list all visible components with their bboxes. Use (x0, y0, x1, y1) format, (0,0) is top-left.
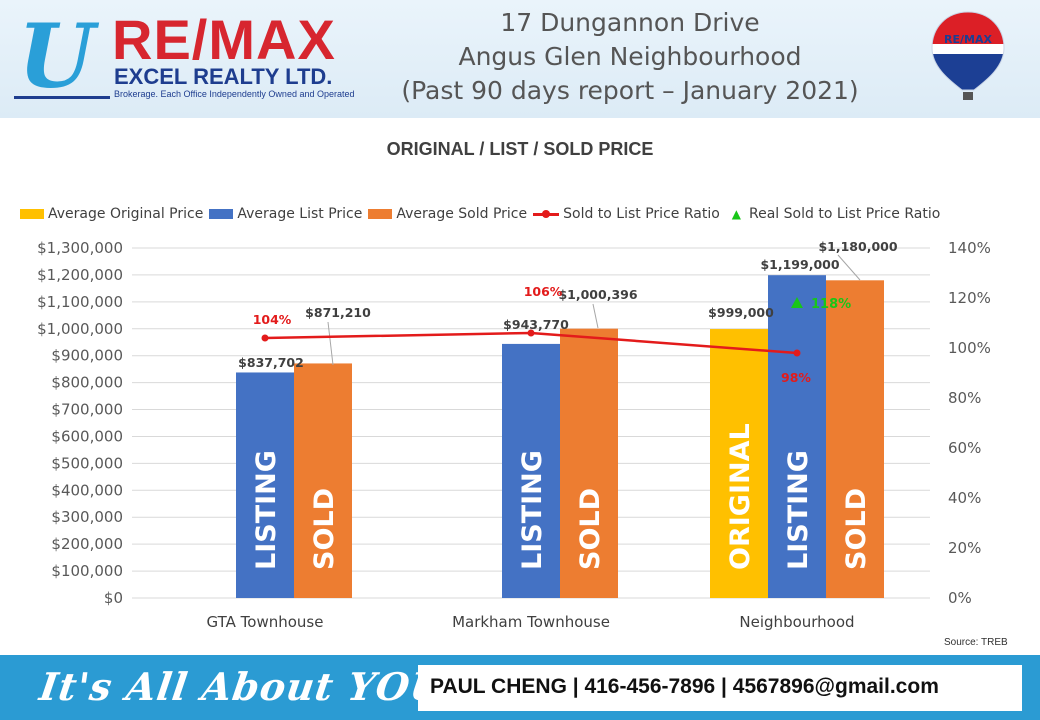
bar-list (768, 275, 826, 598)
legend-list-swatch (209, 209, 234, 219)
y-tick-label: $100,000 (51, 562, 123, 580)
bar-sold (826, 280, 884, 598)
logo-tagline: Brokerage. Each Office Independently Own… (114, 89, 355, 99)
legend-ratio: Sold to List Price Ratio (533, 206, 720, 222)
y-tick-label: $600,000 (51, 427, 123, 445)
data-label-list: $943,770 (503, 317, 569, 332)
leader-line (837, 254, 861, 281)
title-neighbourhood: Angus Glen Neighbourhood (458, 42, 802, 71)
data-label-list: $837,702 (238, 355, 304, 370)
y-tick-label: $300,000 (51, 508, 123, 526)
bar-text-sold: SOLD (575, 488, 606, 570)
y-tick-label: $500,000 (51, 454, 123, 472)
real-ratio-marker (791, 297, 803, 308)
bar-text-sold: SOLD (841, 488, 872, 570)
legend-real-ratio-label: Real Sold to List Price Ratio (749, 206, 941, 222)
y2-tick-label: 140% (948, 239, 991, 257)
logo-u-mark: U (18, 4, 95, 108)
legend-list: Average List Price (209, 206, 362, 222)
data-label-sold: $871,210 (305, 305, 371, 320)
bar-sold (560, 328, 618, 598)
legend-ratio-label: Sold to List Price Ratio (563, 206, 720, 222)
x-tick-label: Markham Townhouse (452, 613, 610, 631)
y2-tick-label: 20% (948, 539, 981, 557)
bar-text-sold: SOLD (309, 488, 340, 570)
y2-tick-label: 80% (948, 389, 981, 407)
y-tick-label: $900,000 (51, 347, 123, 365)
y-tick-label: $200,000 (51, 535, 123, 553)
bar-list (236, 372, 294, 598)
remax-excel-logo: U RE/MAX EXCEL REALTY LTD. Brokerage. Ea… (14, 10, 374, 110)
footer-banner: It's All About YOU PAUL CHENG | 416-456-… (0, 655, 1040, 720)
legend-original-label: Average Original Price (48, 206, 204, 222)
ratio-label: 98% (781, 370, 811, 385)
legend-sold-swatch (368, 209, 393, 219)
chart-title: ORIGINAL / LIST / SOLD PRICE (386, 139, 654, 159)
source-note: Source: TREB (944, 637, 1008, 648)
y-tick-label: $700,000 (51, 401, 123, 419)
y-tick-label: $1,100,000 (37, 293, 123, 311)
y2-tick-label: 0% (948, 589, 972, 607)
remax-balloon-icon: RE/MAX (931, 11, 1005, 100)
footer-tagline: It's All About YOU (36, 664, 448, 709)
title-period: (Past 90 days report – January 2021) (401, 76, 859, 105)
bar-list (502, 343, 560, 598)
ratio-point (261, 334, 269, 342)
y-tick-label: $1,300,000 (37, 239, 123, 257)
y-tick-label: $1,000,000 (37, 320, 123, 338)
contact-info: PAUL CHENG | 416-456-7896 | 4567896@gmai… (430, 675, 939, 698)
ratio-label: 106% (524, 284, 563, 299)
x-tick-label: GTA Townhouse (207, 613, 324, 631)
y-tick-label: $800,000 (51, 374, 123, 392)
y-tick-label: $400,000 (51, 481, 123, 499)
bar-text-list: LISTING (783, 450, 814, 570)
legend-ratio-line (533, 209, 560, 219)
x-tick-label: Neighbourhood (739, 613, 854, 631)
legend-sold-label: Average Sold Price (396, 206, 528, 222)
y2-tick-label: 60% (948, 439, 981, 457)
bar-text-list: LISTING (251, 450, 282, 570)
data-label-sold: $1,000,396 (558, 287, 637, 302)
y-tick-label: $0 (104, 589, 123, 607)
bar-text-original: ORIGINAL (725, 423, 756, 570)
data-label-sold: $1,180,000 (818, 239, 897, 254)
y2-tick-label: 120% (948, 289, 991, 307)
leader-line (592, 303, 599, 329)
title-address: 17 Dungannon Drive (500, 8, 760, 37)
legend-sold: Average Sold Price (368, 206, 527, 222)
balloon-text: RE/MAX (944, 33, 992, 46)
logo-brand: RE/MAX (112, 8, 336, 71)
legend-list-label: Average List Price (237, 206, 363, 222)
data-label-list: $1,199,000 (760, 257, 839, 272)
bar-original (710, 329, 768, 598)
bar-text-list: LISTING (517, 450, 548, 570)
ratio-point (527, 329, 535, 337)
ratio-point (793, 349, 801, 357)
y-tick-label: $1,200,000 (37, 266, 123, 284)
header-banner: U RE/MAX EXCEL REALTY LTD. Brokerage. Ea… (0, 0, 1040, 118)
y2-tick-label: 100% (948, 339, 991, 357)
ratio-label: 104% (253, 312, 292, 327)
price-chart: $0 $100,000 $200,000 $300,000 $400,000 $500,0… (37, 239, 991, 631)
logo-underline (14, 96, 110, 99)
real-ratio-label: 118% (811, 297, 851, 312)
leader-line (327, 321, 334, 366)
bar-sold (294, 363, 352, 598)
legend-real-ratio: ▲ Real Sold to List Price Ratio (726, 206, 941, 222)
logo-company: EXCEL REALTY LTD. (114, 64, 333, 89)
contact-box: PAUL CHENG | 416-456-7896 | 4567896@gmai… (418, 665, 1022, 711)
legend-real-ratio-marker: ▲ (731, 207, 742, 221)
y2-tick-label: 40% (948, 489, 981, 507)
legend-original: Average Original Price (20, 206, 203, 222)
legend-original-swatch (20, 209, 44, 219)
report-title: 17 Dungannon Drive Angus Glen Neighbourh… (380, 6, 880, 108)
chart-legend: Average Original Price Average List Pric… (20, 204, 946, 224)
data-label-original: $999,000 (708, 305, 774, 320)
